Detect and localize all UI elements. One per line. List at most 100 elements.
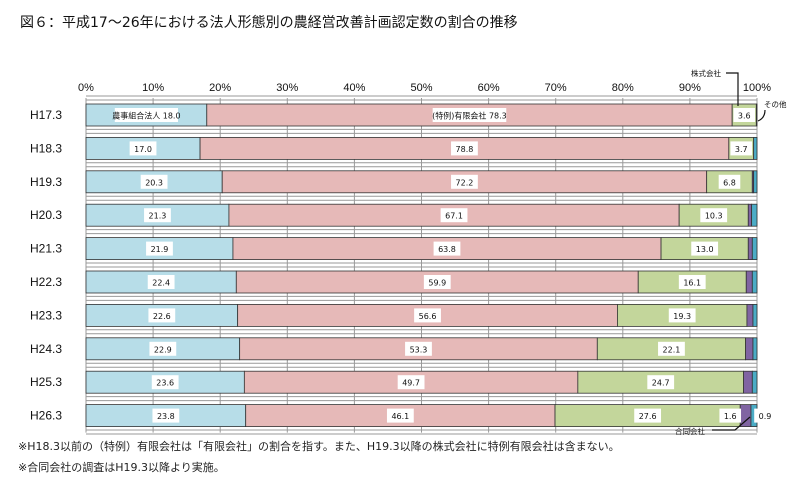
data-label-bg: [140, 174, 168, 189]
data-label-bg: [405, 341, 432, 356]
data-label-bg: [730, 141, 753, 156]
data-label: 63.8: [438, 245, 456, 254]
bar-segment: [745, 270, 753, 294]
data-label-bg: [151, 375, 179, 390]
category-label: H17.3: [30, 108, 62, 122]
data-label-bg: [451, 174, 478, 189]
data-label: 16.1: [683, 279, 701, 288]
data-label: 53.3: [410, 345, 428, 354]
category-label: H26.3: [30, 409, 62, 423]
data-label: 24.7: [652, 379, 670, 388]
data-label: 10.3: [705, 212, 723, 221]
bar-segment: [747, 203, 753, 227]
bar-segment: [751, 203, 758, 227]
chart-title: 図６：平成17～26年における法人形態別の農経営改善計画認定数の割合の推移: [20, 15, 518, 31]
data-label-bg: [733, 108, 756, 122]
category-label: H23.3: [30, 308, 62, 322]
bar-segment: [753, 170, 758, 194]
data-label: 6.8: [723, 178, 736, 187]
x-tick-label: 10%: [142, 82, 164, 94]
data-label: 13.0: [696, 245, 714, 254]
data-label-bg: [146, 241, 173, 256]
data-label-bg: [423, 275, 451, 289]
data-label-bg: [149, 341, 177, 356]
bar-segment: [753, 136, 758, 160]
x-tick-label: 60%: [478, 82, 500, 94]
data-label: 21.3: [149, 212, 167, 221]
data-label: 23.8: [157, 412, 175, 421]
category-label: H18.3: [30, 141, 62, 155]
data-label: 20.3: [145, 178, 163, 187]
category-label: H19.3: [30, 175, 62, 189]
callout-line: [726, 72, 739, 106]
data-label-bg: [432, 108, 507, 122]
data-label-bg: [719, 408, 742, 423]
data-label-bg: [397, 375, 425, 390]
data-label: 56.6: [419, 312, 437, 321]
data-label-bg: [433, 241, 461, 256]
data-label: 3.6: [738, 112, 751, 121]
x-tick-label: 70%: [545, 82, 567, 94]
data-label-bg: [700, 208, 728, 223]
data-label: 27.6: [639, 412, 657, 421]
data-label-bg: [678, 275, 706, 289]
data-label-bg: [718, 174, 741, 189]
callout-sonota: その他: [764, 99, 787, 109]
data-label-bg: [754, 408, 776, 423]
data-label: 農事組合法人 18.0: [112, 111, 180, 121]
data-label: 3.7: [735, 145, 748, 154]
x-tick-label: 30%: [276, 82, 298, 94]
category-label: H22.3: [30, 275, 62, 289]
x-tick-label: 20%: [209, 82, 231, 94]
data-label-bg: [658, 341, 685, 356]
callout-line: [712, 416, 751, 431]
data-label: 23.6: [156, 379, 174, 388]
bar-segment: [755, 103, 758, 127]
data-label-bg: [147, 275, 175, 289]
bar-segment: [752, 303, 758, 327]
data-label: 78.8: [456, 145, 474, 154]
footnote-1: ※H18.3以前の（特例）有限会社は「有限会社」の割合を指す。また、H19.3以…: [18, 440, 620, 453]
data-label-bg: [647, 375, 675, 390]
data-label-bg: [114, 108, 178, 122]
data-label: 72.2: [456, 178, 474, 187]
category-label: H20.3: [30, 208, 62, 222]
category-label: H24.3: [30, 342, 62, 356]
x-tick-label: 90%: [679, 82, 701, 94]
callout-kabushiki: 株式会社: [691, 68, 721, 78]
data-label-bg: [129, 141, 157, 156]
x-tick-label: 50%: [410, 82, 432, 94]
callout-line: [757, 109, 766, 122]
data-label-bg: [451, 141, 478, 156]
data-label: 67.1: [445, 212, 463, 221]
data-label: 22.9: [154, 345, 172, 354]
callout-godo: 合同会社: [675, 426, 705, 436]
category-label: H21.3: [30, 242, 62, 256]
data-label: 22.6: [153, 312, 171, 321]
data-label: 1.6: [724, 412, 737, 421]
data-label: 0.9: [759, 412, 772, 421]
bar-segment: [751, 270, 758, 294]
data-label: 17.0: [134, 145, 152, 154]
data-label: 46.1: [391, 412, 409, 421]
data-label: 21.9: [151, 245, 169, 254]
bar-segment: [752, 337, 758, 361]
data-label-bg: [691, 241, 719, 256]
data-label: 49.7: [402, 379, 420, 388]
bar-segment: [751, 370, 758, 394]
data-label-bg: [386, 408, 414, 423]
data-label: 59.9: [428, 279, 446, 288]
footnote-2: ※合同会社の調査はH19.3以降より実施。: [18, 461, 225, 474]
bar-segment: [745, 337, 754, 361]
data-label: 22.1: [663, 345, 681, 354]
data-label: 22.4: [152, 279, 170, 288]
data-label: (特例)有限会社 78.3: [432, 111, 507, 121]
data-label-bg: [440, 208, 468, 223]
bar-segment: [743, 370, 753, 394]
data-label-bg: [414, 308, 441, 323]
category-label: H25.3: [30, 375, 62, 389]
bar-segment: [751, 237, 758, 261]
data-label-bg: [668, 308, 696, 323]
data-label-bg: [144, 208, 171, 223]
data-label-bg: [634, 408, 662, 423]
